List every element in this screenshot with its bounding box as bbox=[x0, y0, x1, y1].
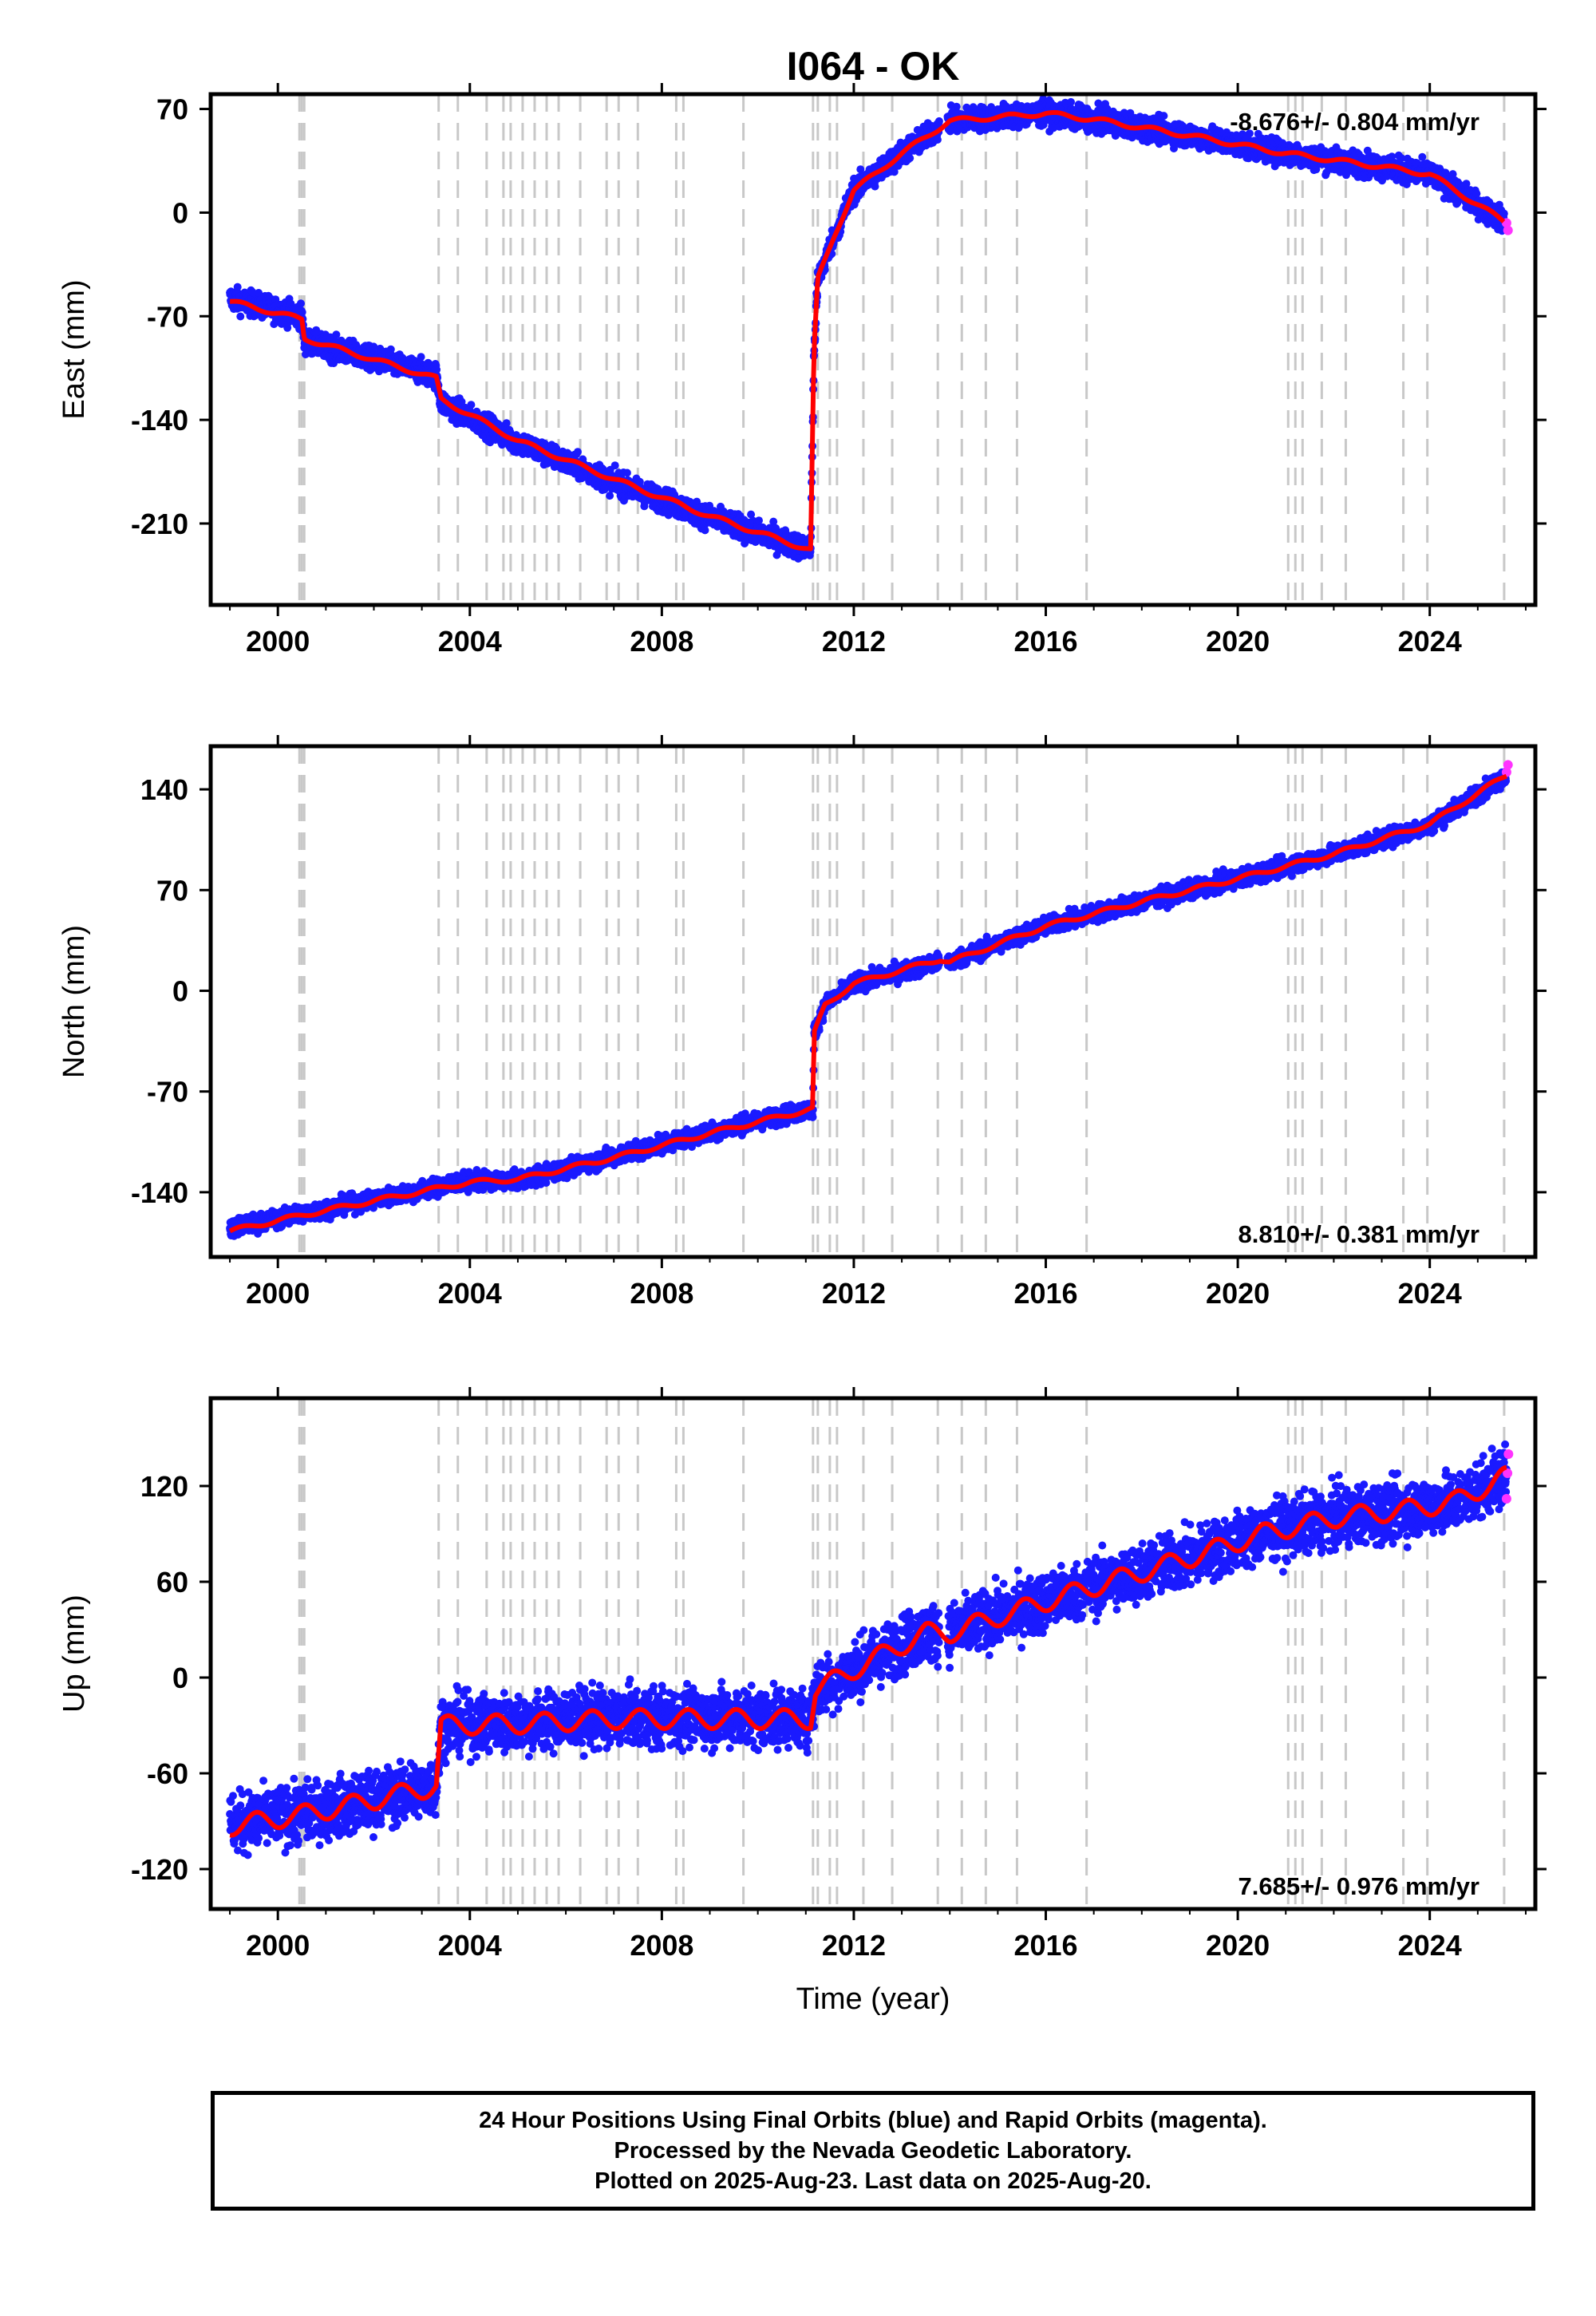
data-point bbox=[298, 308, 306, 317]
y-axis-label: East (mm) bbox=[57, 279, 91, 419]
x-tick-label: 2020 bbox=[1206, 625, 1270, 658]
data-point bbox=[297, 299, 305, 308]
data-point bbox=[502, 419, 511, 428]
data-point bbox=[1388, 152, 1396, 161]
data-point bbox=[433, 366, 441, 374]
data-point bbox=[1462, 180, 1471, 188]
plot-frame bbox=[208, 92, 1538, 607]
x-tick-label: 2016 bbox=[1013, 625, 1077, 658]
data-point bbox=[1126, 109, 1135, 117]
data-point bbox=[953, 127, 962, 136]
data-point bbox=[610, 461, 619, 470]
data-point bbox=[332, 330, 341, 339]
panel-north: 2000 2004 2008 2012 2016 2020 2024140700-70-14… bbox=[57, 735, 1547, 1310]
data-point bbox=[622, 468, 631, 477]
data-point bbox=[701, 526, 709, 535]
x-tick-label: 2008 bbox=[630, 625, 693, 658]
data-point bbox=[606, 492, 614, 500]
data-point bbox=[933, 136, 942, 144]
data-point bbox=[1418, 152, 1427, 161]
data-point bbox=[236, 312, 245, 321]
x-tick-label: 2000 bbox=[246, 625, 310, 658]
rate-label: -8.676+/- 0.804 mm/yr bbox=[1230, 108, 1479, 136]
data-point bbox=[934, 117, 943, 125]
data-point bbox=[366, 366, 375, 374]
y-tick-label: -70 bbox=[147, 300, 188, 333]
data-point bbox=[369, 342, 378, 351]
y-tick-label: -210 bbox=[131, 508, 188, 540]
plot-area bbox=[226, 94, 1513, 605]
data-point bbox=[1397, 154, 1406, 163]
data-point bbox=[574, 448, 582, 456]
figure-title: I064 - OK bbox=[787, 44, 960, 89]
data-point bbox=[467, 401, 476, 409]
data-point bbox=[871, 182, 879, 191]
x-tick-label: 2024 bbox=[1398, 625, 1462, 658]
data-point bbox=[600, 485, 609, 494]
data-point bbox=[1159, 112, 1168, 121]
data-point bbox=[457, 397, 466, 406]
y-tick-label: -140 bbox=[131, 404, 188, 437]
data-point bbox=[890, 168, 899, 176]
data-point bbox=[233, 283, 242, 291]
x-tick-label: 2012 bbox=[822, 625, 886, 658]
x-tick-label: 2004 bbox=[438, 625, 502, 658]
data-point bbox=[769, 517, 778, 526]
data-point bbox=[1448, 170, 1457, 179]
data-point bbox=[417, 353, 425, 362]
data-point bbox=[1170, 144, 1178, 152]
y-tick-label: 70 bbox=[156, 93, 188, 126]
data-point bbox=[906, 154, 915, 163]
rapid-point bbox=[1503, 225, 1513, 235]
model-line bbox=[228, 109, 1506, 551]
data-point bbox=[952, 102, 961, 111]
data-point bbox=[1312, 165, 1321, 174]
data-point bbox=[1499, 209, 1508, 218]
y-tick-label: 0 bbox=[172, 196, 188, 229]
data-point bbox=[705, 501, 714, 510]
data-point bbox=[747, 510, 756, 519]
data-point bbox=[1049, 124, 1058, 132]
data-point bbox=[1067, 97, 1075, 106]
data-point bbox=[1472, 189, 1481, 198]
panel-east: 2000 2004 2008 2012 2016 2020 2024 70 0 -70 -140 -2… bbox=[57, 83, 1547, 658]
plot-area bbox=[226, 746, 1513, 1257]
data-point bbox=[755, 516, 763, 525]
data-point bbox=[1245, 129, 1254, 138]
